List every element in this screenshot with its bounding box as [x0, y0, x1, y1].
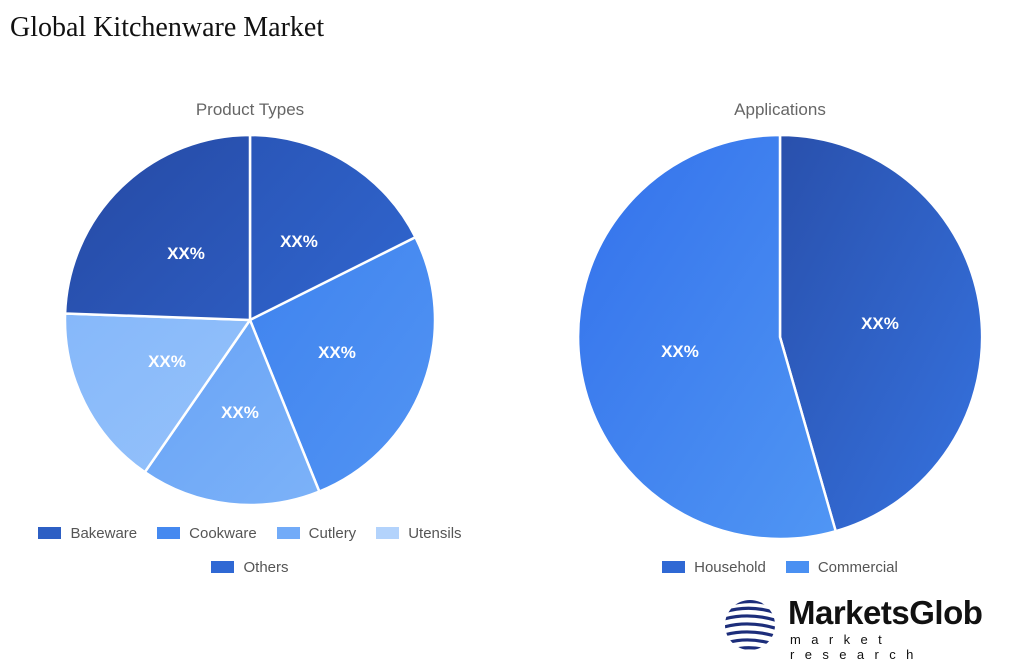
swatch-utensils — [376, 527, 400, 539]
swatch-household — [662, 561, 686, 573]
slice-cookware[interactable] — [248, 236, 437, 493]
slice-label-others: XX% — [167, 244, 205, 263]
legend-label: Cookware — [189, 524, 257, 542]
slice-household[interactable] — [778, 133, 984, 533]
swatch-cutlery — [276, 527, 300, 539]
legend-label: Others — [243, 558, 289, 576]
slice-bakeware[interactable] — [248, 133, 417, 322]
globe-icon — [725, 600, 775, 650]
pie-chart-product-types: XX% XX% XX% XX% XX% — [63, 133, 437, 507]
legend-label: Household — [694, 558, 766, 576]
legend-label: Utensils — [408, 524, 462, 542]
marketsglob-logo: MarketsGlob market research — [722, 594, 1027, 662]
legend-applications: Household Commercial — [620, 550, 940, 584]
legend-item-commercial[interactable]: Commercial — [785, 550, 898, 584]
legend-item-cookware[interactable]: Cookware — [157, 516, 257, 550]
legend-item-utensils[interactable]: Utensils — [376, 516, 462, 550]
slice-label-commercial: XX% — [661, 342, 699, 361]
logo-name: MarketsGlob — [788, 594, 983, 631]
legend-label: Commercial — [817, 558, 898, 576]
chart-title-product-types: Product Types — [195, 100, 305, 119]
legend-item-cutlery[interactable]: Cutlery — [276, 516, 357, 550]
legend-item-bakeware[interactable]: Bakeware — [38, 516, 137, 550]
swatch-commercial — [785, 561, 809, 573]
slice-others[interactable] — [63, 133, 252, 322]
legend-item-household[interactable]: Household — [662, 550, 766, 584]
pie-chart-applications: XX% XX% — [576, 133, 984, 541]
slice-label-utensils: XX% — [148, 352, 186, 371]
slice-utensils[interactable] — [63, 312, 252, 474]
slice-label-cutlery: XX% — [221, 403, 259, 422]
slice-commercial[interactable] — [576, 133, 837, 541]
swatch-others — [211, 561, 235, 573]
page-title: Global Kitchenware Market — [10, 12, 325, 43]
chart-title-applications: Applications — [734, 100, 826, 119]
slice-label-cookware: XX% — [318, 343, 356, 362]
legend-item-others[interactable]: Others — [211, 550, 289, 584]
legend-product-types: Bakeware Cookware Cutlery Utensils Other… — [20, 516, 480, 584]
swatch-bakeware — [38, 527, 62, 539]
legend-label: Cutlery — [308, 524, 357, 542]
swatch-cookware — [157, 527, 181, 539]
slice-label-household: XX% — [861, 314, 899, 333]
legend-label: Bakeware — [70, 524, 138, 542]
slice-label-bakeware: XX% — [280, 232, 318, 251]
slice-cutlery[interactable] — [143, 318, 321, 507]
